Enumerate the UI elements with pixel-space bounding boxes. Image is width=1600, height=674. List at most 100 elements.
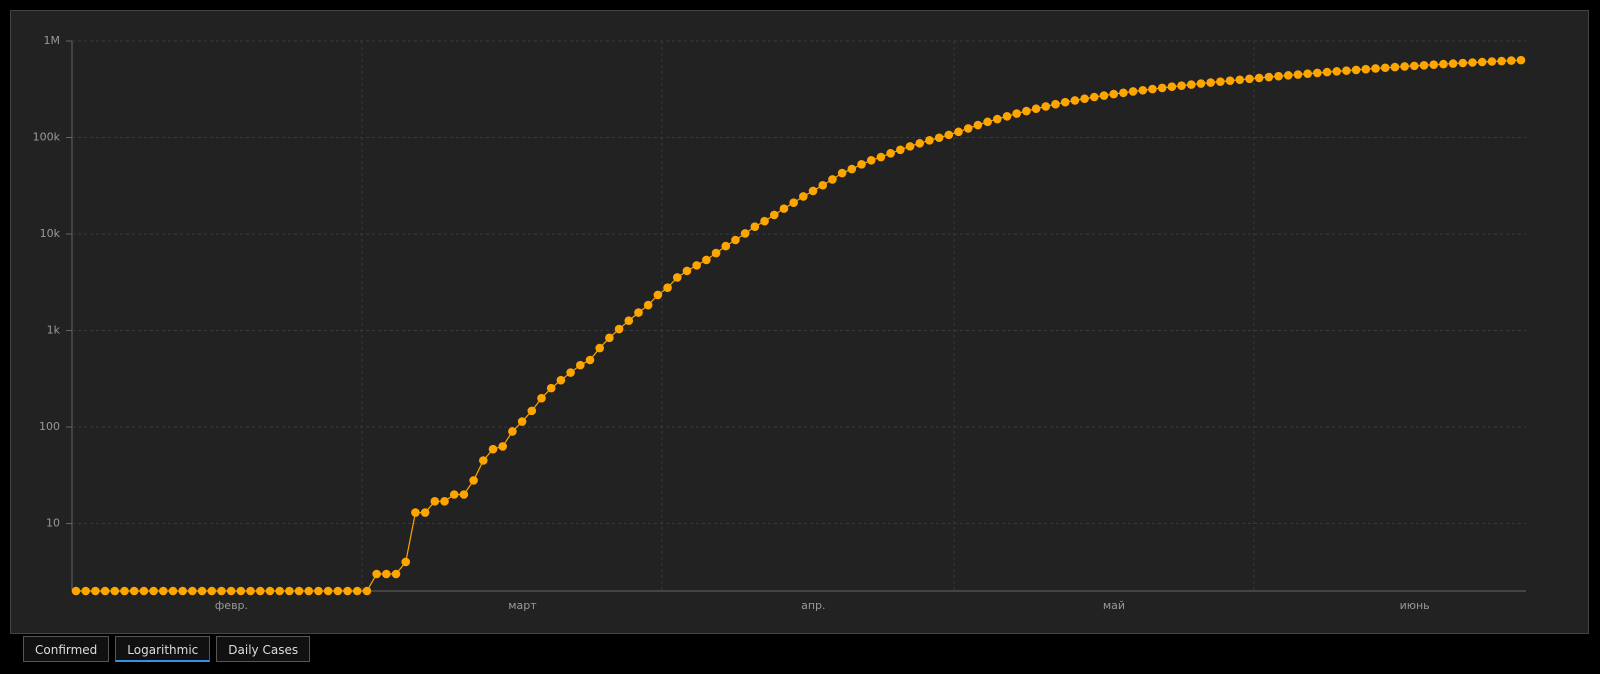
point: [1419, 60, 1429, 70]
point: [828, 175, 837, 184]
point: [1497, 56, 1506, 66]
point: [120, 586, 129, 596]
point: [1089, 92, 1099, 102]
point: [1410, 61, 1419, 71]
point: [294, 586, 304, 596]
point: [265, 586, 275, 596]
y-tick-label: 1k: [47, 324, 61, 337]
point: [857, 160, 866, 169]
point: [314, 586, 323, 596]
point: [1448, 59, 1458, 68]
point: [178, 586, 187, 596]
point: [469, 476, 478, 485]
point: [1274, 71, 1283, 81]
point: [779, 204, 789, 213]
point: [1157, 83, 1167, 93]
point: [1041, 102, 1051, 111]
point: [1148, 84, 1157, 94]
point: [508, 427, 517, 436]
point: [1031, 104, 1041, 114]
point: [1225, 76, 1235, 86]
point: [1264, 72, 1274, 82]
point: [983, 117, 992, 127]
point: [1022, 106, 1031, 116]
point: [1429, 60, 1439, 69]
point: [799, 192, 808, 201]
point: [1206, 78, 1215, 87]
point: [149, 586, 158, 596]
point: [1380, 63, 1390, 73]
point: [527, 406, 537, 416]
point: [731, 235, 740, 245]
point: [1254, 73, 1264, 83]
point: [896, 145, 905, 155]
point: [1342, 66, 1351, 75]
point: [653, 290, 663, 300]
point: [585, 355, 595, 365]
point: [925, 135, 934, 145]
point: [1002, 111, 1012, 121]
point: [1119, 88, 1128, 98]
point: [663, 283, 672, 293]
point: [304, 586, 314, 596]
point: [866, 156, 876, 165]
point: [546, 383, 556, 393]
point: [614, 324, 624, 334]
point: [1322, 67, 1332, 77]
point: [818, 180, 828, 190]
y-tick-label: 10: [46, 517, 60, 530]
point: [1216, 77, 1225, 86]
point: [876, 152, 886, 162]
y-tick-label: 10k: [40, 227, 61, 240]
point: [1332, 67, 1342, 76]
point: [847, 164, 857, 174]
point: [973, 120, 983, 130]
point: [323, 586, 333, 596]
point: [1477, 57, 1487, 67]
point: [207, 586, 217, 596]
point: [721, 241, 731, 251]
point: [905, 142, 915, 151]
point: [808, 186, 818, 196]
point: [944, 130, 954, 140]
point: [643, 300, 653, 310]
point: [1313, 68, 1322, 78]
tab[interactable]: Daily Cases: [216, 636, 311, 662]
point: [517, 417, 527, 426]
x-tick-label: май: [1103, 599, 1125, 612]
point: [226, 586, 236, 596]
point: [391, 569, 401, 579]
point: [333, 586, 343, 596]
point: [566, 368, 575, 377]
point: [1351, 65, 1361, 75]
tab[interactable]: Logarithmic: [115, 636, 211, 662]
point: [1468, 58, 1477, 67]
point: [1487, 57, 1497, 66]
x-tick-label: февр.: [215, 599, 248, 612]
tab[interactable]: Confirmed: [23, 636, 110, 662]
point: [1458, 58, 1468, 68]
point: [634, 308, 643, 317]
point: [411, 508, 420, 517]
point: [110, 586, 120, 596]
point: [1167, 82, 1177, 92]
point: [1012, 109, 1022, 118]
point: [1507, 56, 1516, 65]
point: [100, 586, 110, 596]
x-tick-label: июнь: [1400, 599, 1430, 612]
point: [343, 586, 352, 596]
point: [91, 586, 100, 596]
point: [1371, 64, 1380, 73]
point: [993, 114, 1002, 124]
x-tick-label: март: [508, 599, 537, 612]
point: [479, 456, 488, 465]
point: [556, 375, 566, 385]
point: [537, 393, 546, 403]
point: [449, 490, 459, 499]
point: [71, 586, 81, 596]
point: [498, 442, 508, 451]
point: [1235, 75, 1245, 85]
chart: 10 100 1k 10k 100k 1M февр. март апр. май июнь: [10, 10, 1589, 634]
point: [197, 586, 207, 596]
point: [352, 586, 362, 596]
